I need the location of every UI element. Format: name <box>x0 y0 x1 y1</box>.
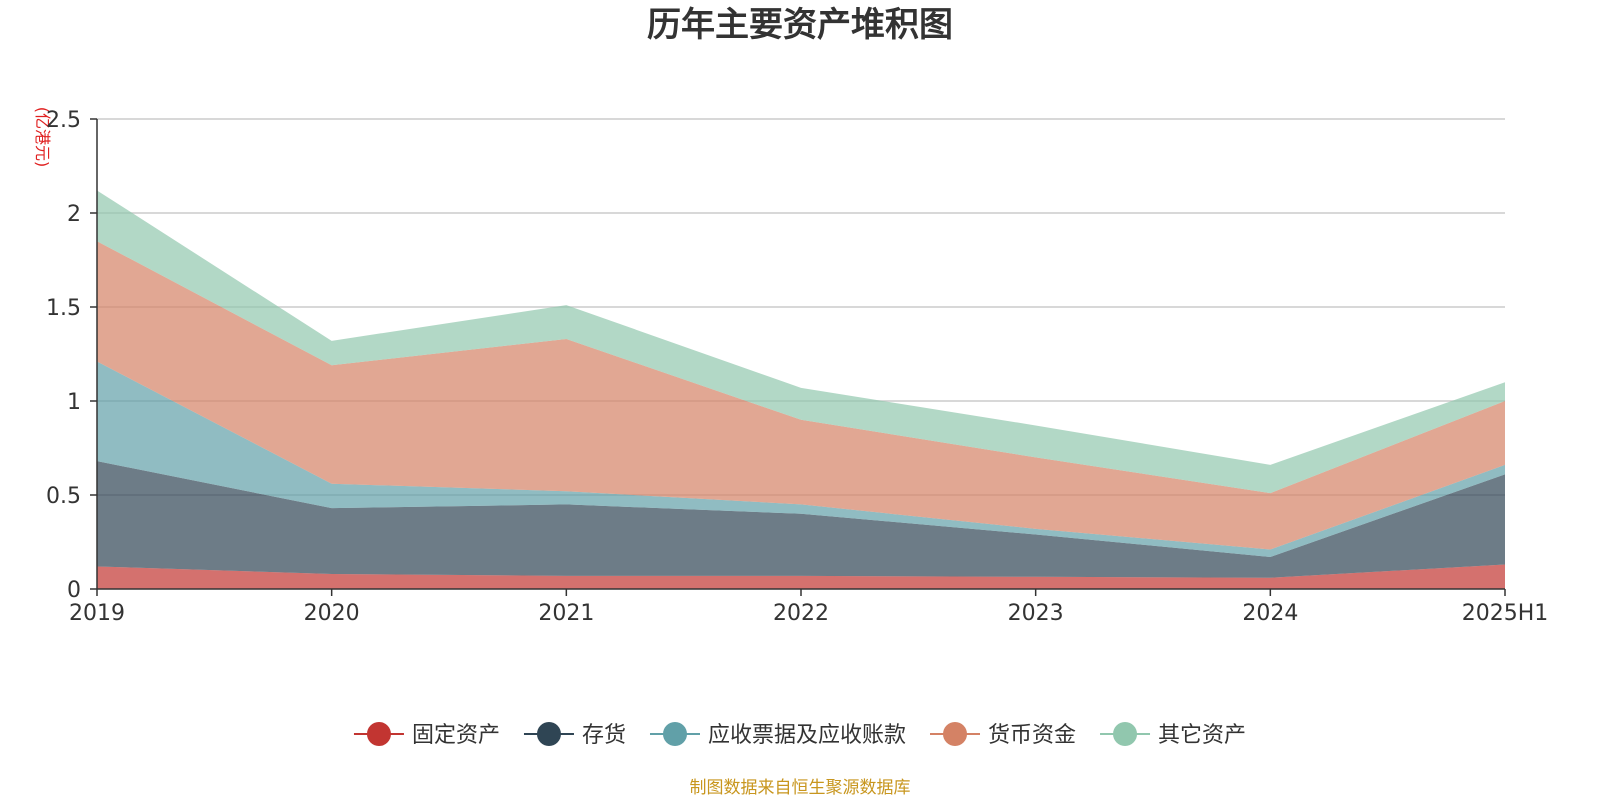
legend-label: 应收票据及应收账款 <box>708 723 906 748</box>
legend-marker <box>366 722 391 746</box>
axes: 0 0.5 1 1.5 2 2.5 2019 2020 2021 2022 2023 2024 2025… <box>46 108 1548 626</box>
legend-label: 货币资金 <box>988 723 1076 748</box>
x-tick-label: 2024 <box>1242 601 1298 626</box>
y-tick-label: 0.5 <box>46 484 81 509</box>
legend-marker <box>662 722 687 746</box>
y-axis-unit-label: (亿港元) <box>33 107 52 168</box>
area-series-1 <box>97 564 1505 589</box>
legend-label: 固定资产 <box>412 723 500 748</box>
y-tick-label: 2 <box>67 202 81 227</box>
y-tick-label: 0 <box>67 578 81 603</box>
x-tick-label: 2025H1 <box>1462 601 1549 626</box>
area-series <box>97 190 1505 589</box>
legend-marker <box>536 722 561 746</box>
x-tick-label: 2021 <box>538 601 594 626</box>
x-tick-label: 2022 <box>773 601 829 626</box>
legend-marker <box>1113 722 1138 746</box>
area-series-4 <box>97 241 1505 550</box>
legend-label: 其它资产 <box>1158 723 1246 748</box>
legend: 固定资产 存货 应收票据及应收账款 货币资金 其它资产 <box>353 722 1246 748</box>
y-tick-label: 1.5 <box>46 296 81 321</box>
legend-label: 存货 <box>582 723 626 748</box>
x-tick-label: 2019 <box>69 601 125 626</box>
chart-title: 历年主要资产堆积图 <box>647 5 953 45</box>
area-series-5 <box>97 190 1505 494</box>
y-tick-label: 1 <box>67 390 81 415</box>
data-source-note: 制图数据来自恒生聚源数据库 <box>690 778 911 798</box>
y-tick-label: 2.5 <box>46 108 81 133</box>
area-series-2 <box>97 461 1505 578</box>
x-tick-label: 2023 <box>1008 601 1064 626</box>
x-tick-label: 2020 <box>304 601 360 626</box>
legend-marker <box>943 722 968 746</box>
